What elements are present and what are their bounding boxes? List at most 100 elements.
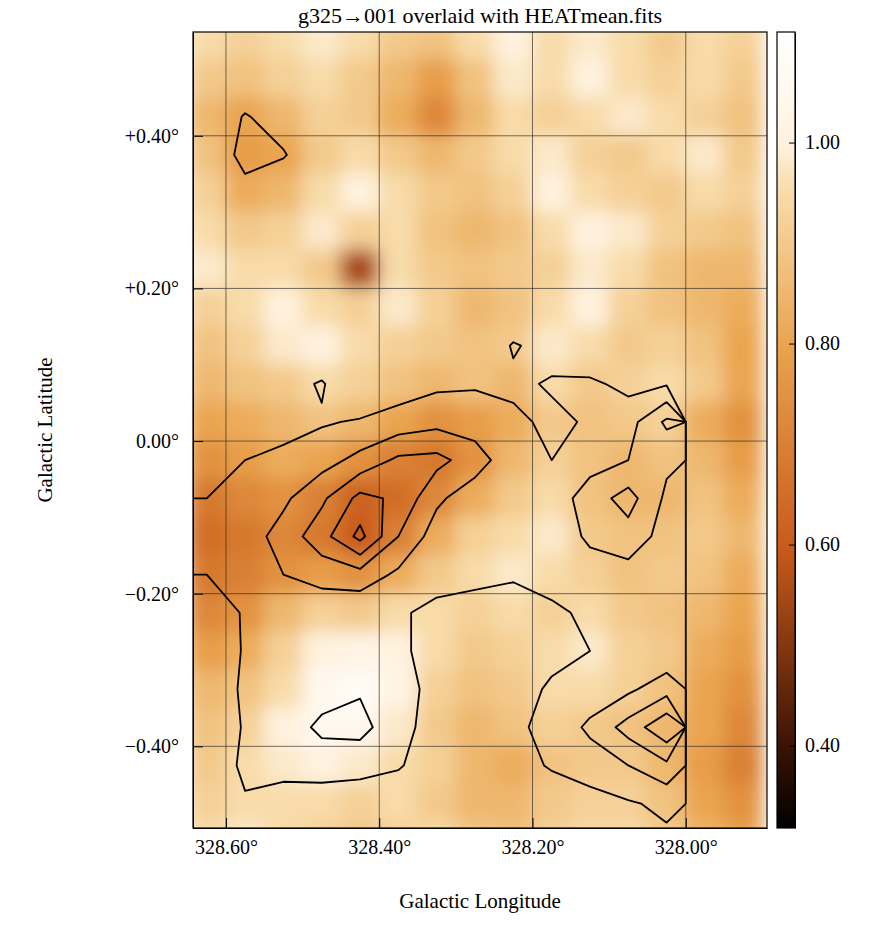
heatmap-cell	[685, 97, 724, 136]
heatmap-cell	[225, 517, 264, 556]
heatmap-cell	[724, 746, 763, 785]
heatmap-cell	[225, 326, 264, 365]
heatmap-cell	[340, 822, 379, 828]
heatmap-cell	[532, 517, 571, 556]
heatmap-cell	[494, 708, 533, 747]
heatmap-cell	[264, 326, 303, 365]
heatmap-cell	[494, 746, 533, 785]
heatmap-cell	[264, 441, 303, 480]
heatmap-cell	[532, 479, 571, 518]
heatmap-cell	[379, 784, 418, 823]
heatmap-cell	[264, 822, 303, 828]
heatmap-cell	[685, 326, 724, 365]
heatmap-cell	[647, 212, 686, 251]
heatmap-cell	[193, 593, 226, 632]
heatmap-cell	[494, 135, 533, 174]
heatmap-cell	[193, 441, 226, 480]
heatmap-cell	[264, 59, 303, 98]
y-tick-mark	[193, 136, 203, 137]
contour-line	[331, 493, 686, 743]
heatmap-cell	[724, 135, 763, 174]
heatmap-cell	[193, 32, 226, 60]
heatmap-cell	[417, 822, 456, 828]
heatmap-cell	[494, 479, 533, 518]
heatmap-cell	[724, 364, 763, 403]
grid-line-x	[685, 32, 686, 828]
colorbar-tick-mark	[789, 746, 795, 747]
heatmap-cell	[532, 708, 571, 747]
heatmap-cell	[340, 784, 379, 823]
heatmap-cell	[455, 593, 494, 632]
heatmap-cell	[724, 822, 763, 828]
heatmap-cell	[225, 555, 264, 594]
heatmap-cell	[647, 173, 686, 212]
heatmap-cell	[724, 708, 763, 747]
heatmap-cell	[724, 212, 763, 251]
heatmap-cell	[225, 288, 264, 327]
heatmap-cell	[340, 288, 379, 327]
heatmap-cell	[302, 822, 341, 828]
heatmap-cell	[379, 402, 418, 441]
heatmap-cell	[455, 555, 494, 594]
heatmap-cell	[302, 32, 341, 60]
heatmap-cell	[302, 288, 341, 327]
heatmap-cell	[417, 555, 456, 594]
heatmap-cell	[724, 517, 763, 556]
heatmap-cell	[417, 32, 456, 60]
heatmap-cell	[264, 708, 303, 747]
heatmap-cell	[455, 441, 494, 480]
heatmap-cell	[264, 250, 303, 289]
heatmap-cell	[379, 135, 418, 174]
heatmap-cell	[340, 173, 379, 212]
heatmap-cell	[455, 97, 494, 136]
heatmap-cell	[264, 32, 303, 60]
x-tick-label: 328.40°	[348, 836, 411, 858]
heatmap-cell	[302, 364, 341, 403]
heatmap-cell	[340, 59, 379, 98]
heatmap-cell	[455, 326, 494, 365]
heatmap-cell	[685, 250, 724, 289]
heatmap-cell	[417, 59, 456, 98]
heatmap-cell	[379, 250, 418, 289]
heatmap-cell	[724, 670, 763, 709]
heatmap-cell	[532, 631, 571, 670]
heatmap-cell	[724, 784, 763, 823]
heatmap-cell	[455, 479, 494, 518]
colorbar-tick: 0.60	[789, 533, 840, 555]
heatmap-cell	[340, 708, 379, 747]
heatmap-cell	[225, 402, 264, 441]
heatmap-cell	[532, 288, 571, 327]
heatmap-cell	[417, 631, 456, 670]
colorbar-tick-label: 0.60	[805, 533, 840, 555]
heatmap-cell	[302, 326, 341, 365]
heatmap-cell	[494, 173, 533, 212]
heatmap-cell	[302, 250, 341, 289]
colorbar	[777, 32, 795, 828]
heatmap-cell	[193, 784, 226, 823]
heatmap-cell	[302, 708, 341, 747]
heatmap-cell	[455, 212, 494, 251]
heatmap-cell	[685, 59, 724, 98]
heatmap-cell	[609, 708, 648, 747]
heatmap-cell	[685, 288, 724, 327]
heatmap-cell	[302, 173, 341, 212]
heatmap-cell	[264, 670, 303, 709]
y-axis-title: Galactic Latitude	[33, 357, 57, 502]
plot-frame	[193, 32, 767, 828]
plot-background	[193, 32, 767, 828]
x-tick: 328.00°	[655, 818, 718, 858]
heatmap-cell	[379, 288, 418, 327]
heatmap-cell	[685, 708, 724, 747]
heatmap-cell	[455, 364, 494, 403]
heatmap-cell	[193, 212, 226, 251]
colorbar-tick-mark	[789, 344, 795, 345]
heatmap-cell	[570, 822, 609, 828]
x-tick-mark	[532, 818, 533, 828]
grid-line-y	[193, 288, 767, 289]
grid	[193, 32, 767, 828]
heatmap-cell	[225, 173, 264, 212]
heatmap-cell	[193, 670, 226, 709]
heatmap-cell	[193, 326, 226, 365]
plot-area	[193, 32, 763, 828]
heatmap-cell	[494, 59, 533, 98]
